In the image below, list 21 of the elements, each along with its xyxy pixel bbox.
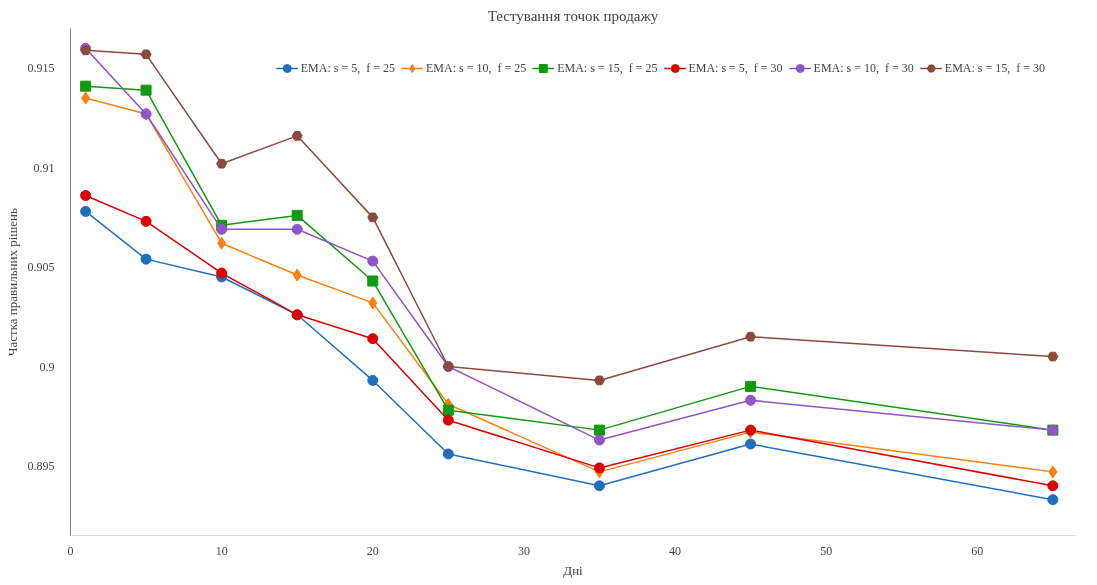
y-tick-label: 0.915: [27, 61, 55, 76]
legend-label: EMA: s = 5, f = 25: [300, 60, 395, 76]
x-tick-label: 50: [820, 543, 833, 558]
legend-label: EMA: s = 15, f = 30: [944, 60, 1045, 76]
x-tick-label: 40: [669, 543, 682, 558]
x-axis-title: Дні: [563, 562, 584, 578]
y-tick-label: 0.905: [27, 260, 55, 275]
chart-title: Тестування точок продажу: [487, 7, 659, 24]
legend-label: EMA: s = 10, f = 25: [425, 60, 527, 76]
y-tick-label: 0.895: [27, 458, 55, 473]
y-tick-label: 0.91: [33, 160, 55, 175]
y-tick-label: 0.9: [39, 359, 55, 374]
legend-label: EMA: s = 5, f = 30: [688, 60, 783, 76]
x-tick-label: 10: [215, 543, 228, 558]
x-tick-label: 0: [67, 543, 74, 558]
legend-label: EMA: s = 10, f = 30: [813, 60, 914, 76]
x-tick-label: 20: [366, 543, 379, 558]
y-axis-title: Частка правильних рішень: [4, 207, 20, 356]
legend-label: EMA: s = 15, f = 25: [557, 60, 658, 76]
x-tick-label: 30: [517, 543, 530, 558]
x-tick-label: 60: [971, 543, 984, 558]
